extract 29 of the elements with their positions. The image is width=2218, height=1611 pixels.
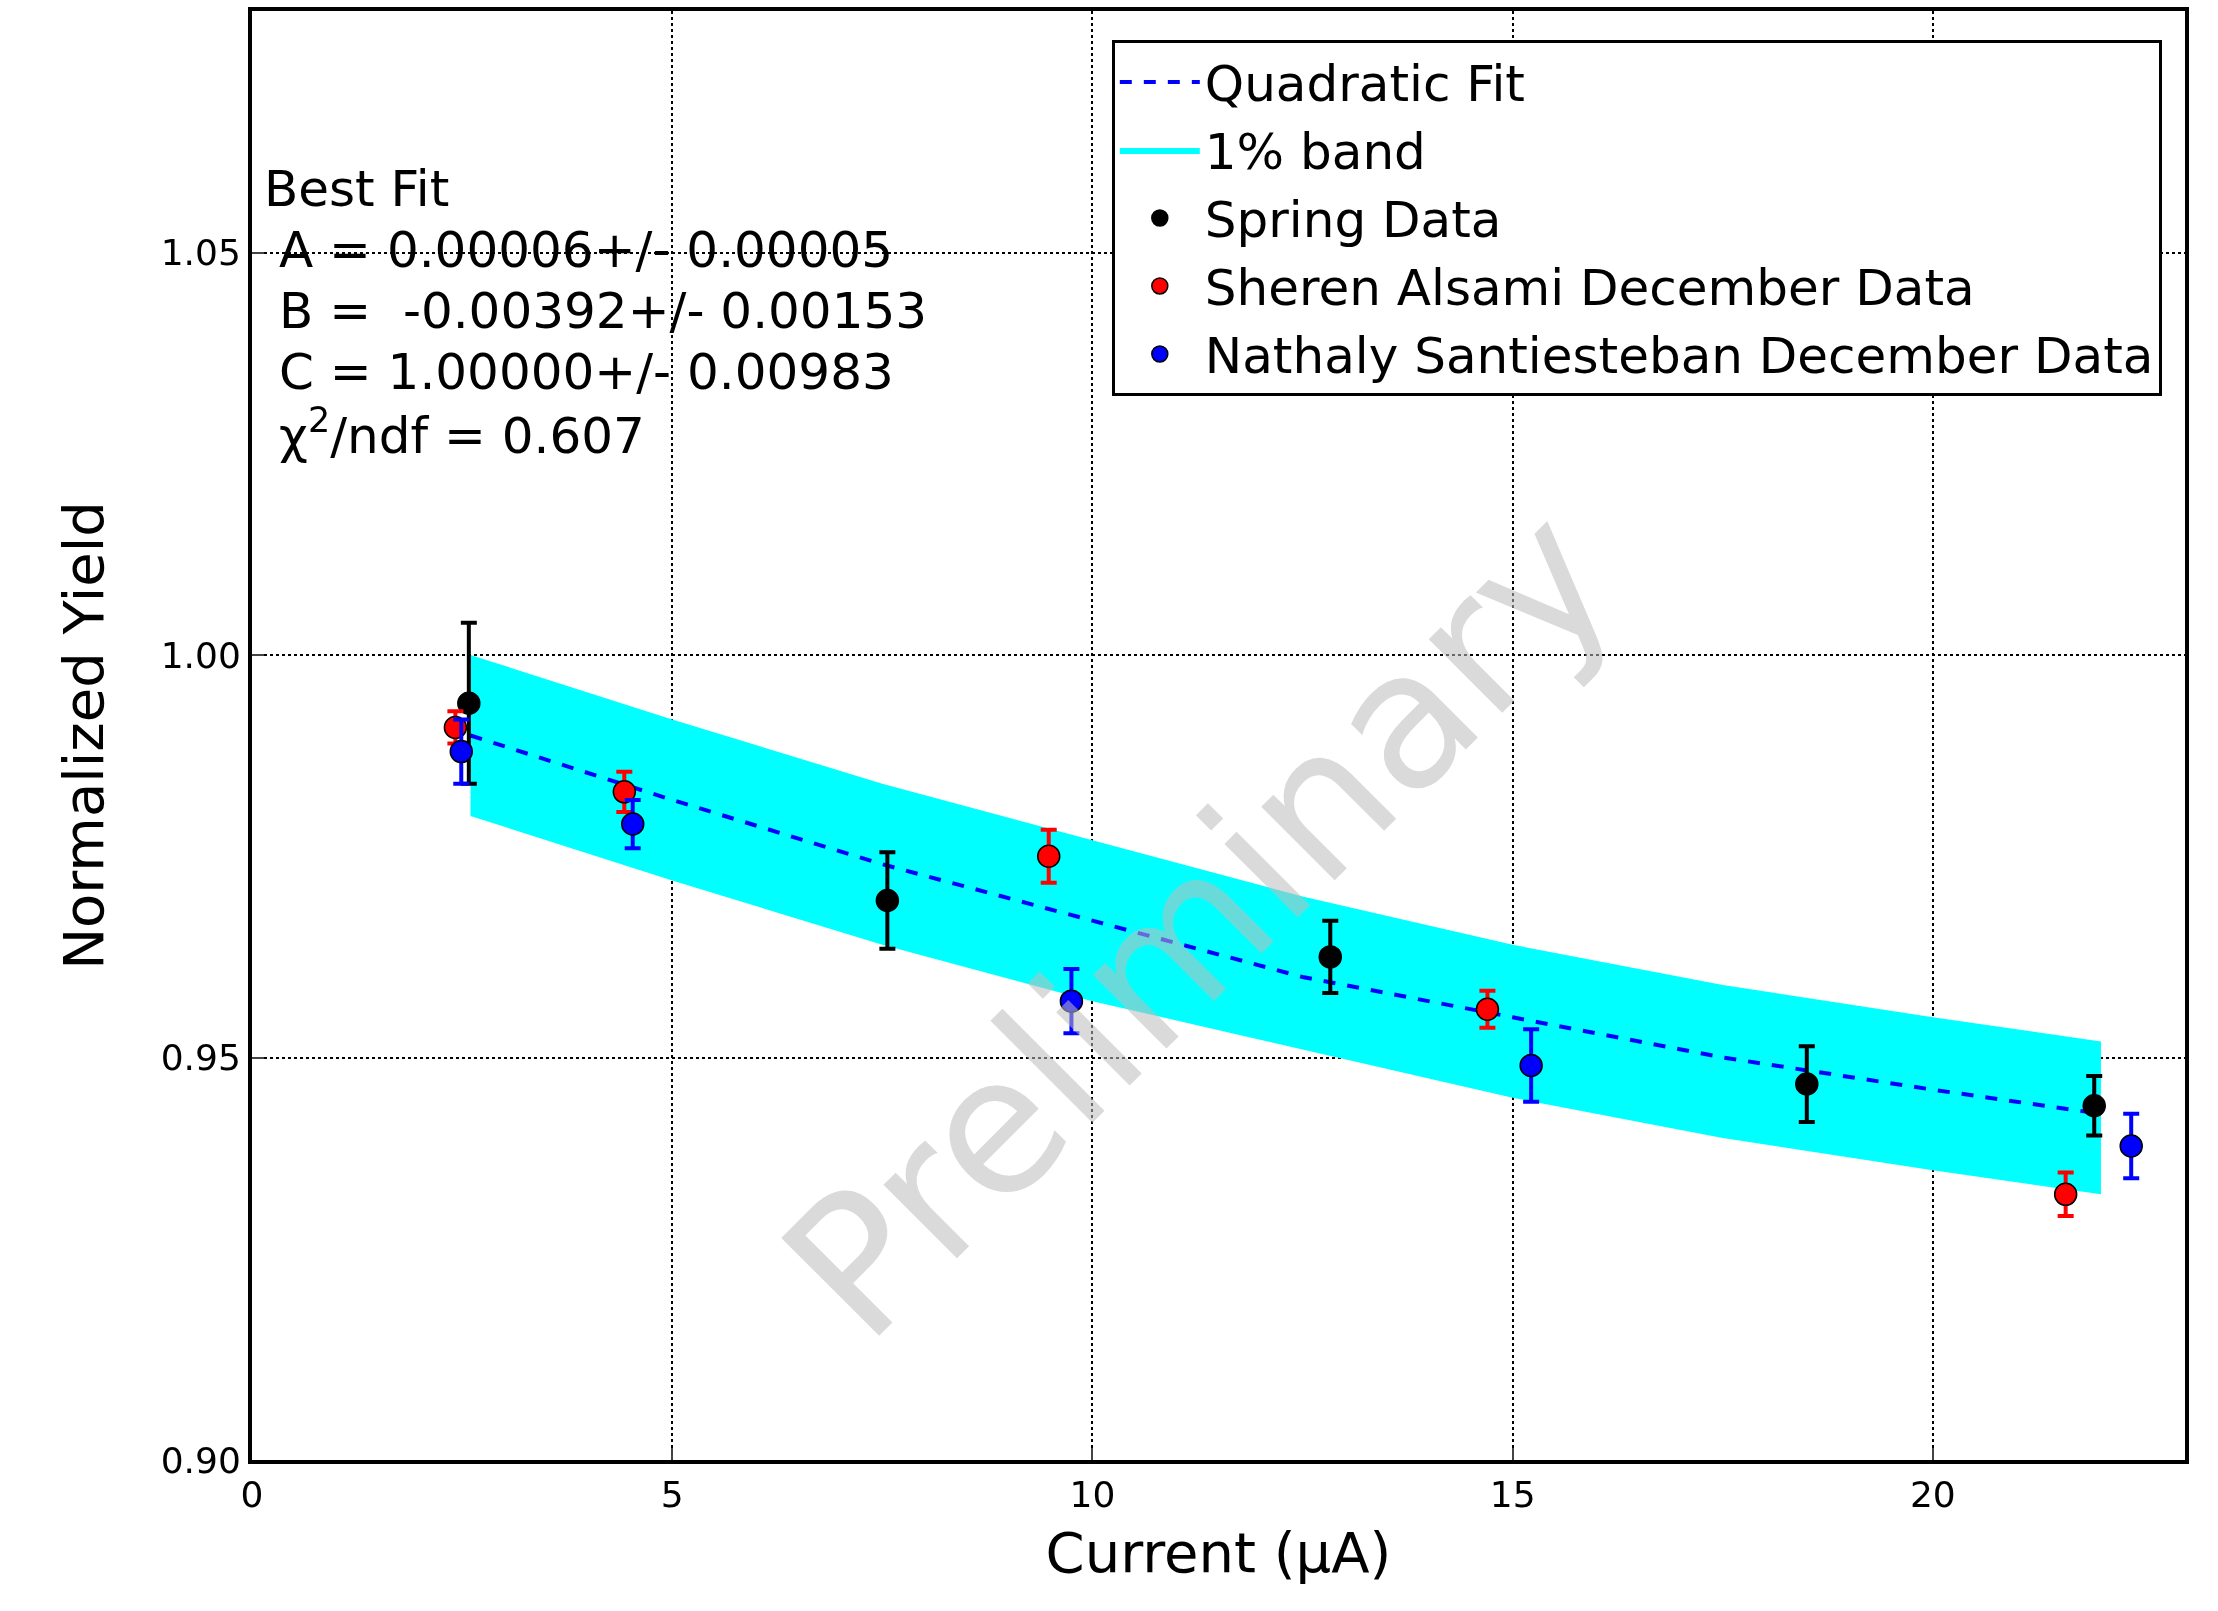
x-tick-label: 20: [1909, 1474, 1956, 1516]
legend-label: Quadratic Fit: [1204, 55, 1525, 114]
annotation: B = -0.00392+/- 0.00153: [279, 282, 928, 340]
y-tick-label: 1.05: [160, 232, 241, 274]
annotation: A = 0.00006+/- 0.00005: [279, 221, 894, 279]
legend-label: Sheren Alsami December Data: [1204, 259, 1975, 318]
legend-label: Nathaly Santiesteban December Data: [1204, 327, 2154, 386]
x-axis-title: Current (μA): [1045, 1520, 1392, 1586]
x-tick-label: 10: [1069, 1474, 1116, 1516]
x-tick-label: 0: [240, 1474, 264, 1516]
point: [1795, 1072, 1819, 1096]
legend-label: 1% band: [1204, 123, 1426, 182]
y-tick-label: 1.00: [160, 634, 241, 676]
x-tick-label: 5: [660, 1474, 684, 1516]
annotation: χ$^{2}$/ndf = 0.607: [279, 400, 645, 465]
point: [2082, 1094, 2106, 1118]
point: [620, 812, 645, 836]
y-tick-label: 0.95: [160, 1037, 241, 1079]
y-axis-title: Normalized Yield: [51, 501, 117, 970]
point: [457, 691, 481, 716]
point: [2119, 1134, 2143, 1158]
point: [612, 780, 637, 804]
point: [2053, 1182, 2078, 1207]
legend-label: Spring Data: [1204, 191, 1502, 250]
point: [449, 739, 474, 764]
x-tick-label: 15: [1489, 1474, 1536, 1516]
y-tick-label: 0.90: [160, 1439, 241, 1481]
annotation: C = 1.00000+/- 0.00983: [279, 343, 894, 401]
annotation: Best Fit: [264, 160, 450, 218]
